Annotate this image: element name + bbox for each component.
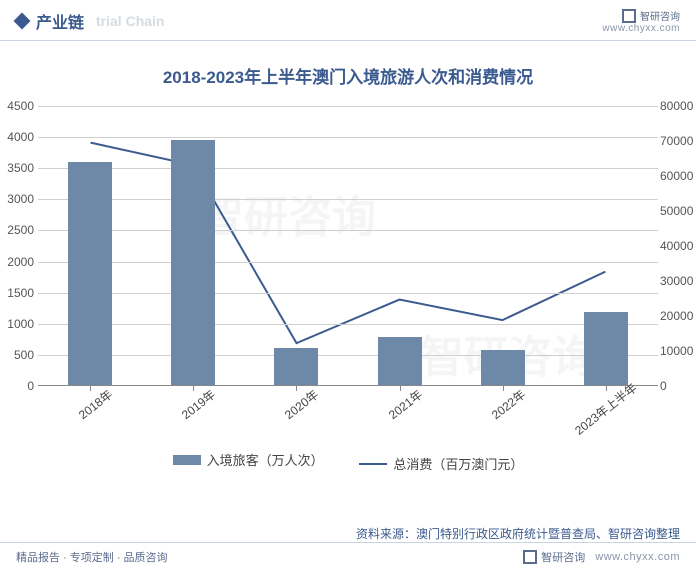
chart-plot: 0500100015002000250030003500400045000100…: [38, 106, 658, 386]
chart-title: 2018-2023年上半年澳门入境旅游人次和消费情况: [16, 49, 680, 106]
brand-block: 智研咨询: [622, 8, 680, 23]
x-tick-label: 2019年: [178, 386, 219, 423]
y2-tick-label: 0: [660, 379, 696, 393]
brand-name: 智研咨询: [640, 8, 680, 23]
footer-brand: 智研咨询 www.chyxx.com: [523, 549, 680, 565]
x-tick-label: 2020年: [281, 386, 322, 423]
footer-brand-name: 智研咨询: [541, 549, 585, 565]
y2-tick-label: 80000: [660, 99, 696, 113]
y1-tick-label: 2000: [0, 255, 34, 269]
legend-line-swatch: [359, 463, 387, 465]
bar: [481, 350, 525, 385]
footer-left: 精品报告 · 专项定制 · 品质咨询: [16, 549, 168, 565]
brand-url: www.chyxx.com: [602, 23, 680, 34]
y2-tick-label: 50000: [660, 204, 696, 218]
x-tick: [193, 385, 194, 391]
x-tick: [90, 385, 91, 391]
section-subtitle: trial Chain: [96, 13, 164, 29]
x-tick: [400, 385, 401, 391]
header-right: 智研咨询 www.chyxx.com: [602, 8, 680, 34]
y1-tick-label: 3000: [0, 192, 34, 206]
grid-line: [38, 168, 658, 169]
y2-tick-label: 10000: [660, 344, 696, 358]
y2-tick-label: 60000: [660, 169, 696, 183]
x-tick-label: 2021年: [384, 386, 425, 423]
y2-tick-label: 30000: [660, 274, 696, 288]
bar: [584, 312, 628, 385]
line-series-svg: [38, 106, 658, 385]
section-title: 产业链: [36, 9, 84, 33]
legend-bar-swatch: [173, 455, 201, 465]
diamond-icon: [14, 13, 31, 30]
grid-line: [38, 230, 658, 231]
footer-bar: 精品报告 · 专项定制 · 品质咨询 智研咨询 www.chyxx.com: [0, 542, 696, 571]
footer-brand-url: www.chyxx.com: [595, 551, 680, 563]
y2-tick-label: 20000: [660, 309, 696, 323]
y1-tick-label: 500: [0, 348, 34, 362]
y1-tick-label: 2500: [0, 223, 34, 237]
bar: [68, 162, 112, 385]
bar: [378, 337, 422, 385]
y1-tick-label: 3500: [0, 161, 34, 175]
chart-area: 智研咨询 智研咨询 2018-2023年上半年澳门入境旅游人次和消费情况 050…: [0, 41, 696, 519]
brand-logo-icon: [622, 9, 636, 23]
header-bar: 产业链 trial Chain 智研咨询 www.chyxx.com: [0, 0, 696, 38]
header-left: 产业链 trial Chain: [16, 9, 164, 33]
grid-line: [38, 262, 658, 263]
legend-line: 总消费（百万澳门元）: [359, 454, 523, 473]
x-tick: [296, 385, 297, 391]
x-tick-label: 2022年: [488, 386, 529, 423]
legend-bars: 入境旅客（万人次）: [173, 450, 324, 469]
chart-legend: 入境旅客（万人次） 总消费（百万澳门元）: [16, 450, 680, 473]
bar: [274, 348, 318, 385]
x-tick: [503, 385, 504, 391]
legend-line-label: 总消费（百万澳门元）: [393, 454, 523, 473]
bar: [171, 140, 215, 385]
y1-tick-label: 4500: [0, 99, 34, 113]
y1-tick-label: 1000: [0, 317, 34, 331]
line-series: [91, 143, 606, 344]
y1-tick-label: 0: [0, 379, 34, 393]
grid-line: [38, 137, 658, 138]
y1-tick-label: 1500: [0, 286, 34, 300]
y2-tick-label: 70000: [660, 134, 696, 148]
grid-line: [38, 324, 658, 325]
data-source: 资料来源：澳门特别行政区政府统计暨普查局、智研咨询整理: [0, 519, 696, 542]
grid-line: [38, 106, 658, 107]
legend-bar-label: 入境旅客（万人次）: [207, 450, 324, 469]
grid-line: [38, 355, 658, 356]
x-tick: [606, 385, 607, 391]
grid-line: [38, 293, 658, 294]
y2-tick-label: 40000: [660, 239, 696, 253]
x-tick-label: 2018年: [74, 386, 115, 423]
y1-tick-label: 4000: [0, 130, 34, 144]
grid-line: [38, 199, 658, 200]
